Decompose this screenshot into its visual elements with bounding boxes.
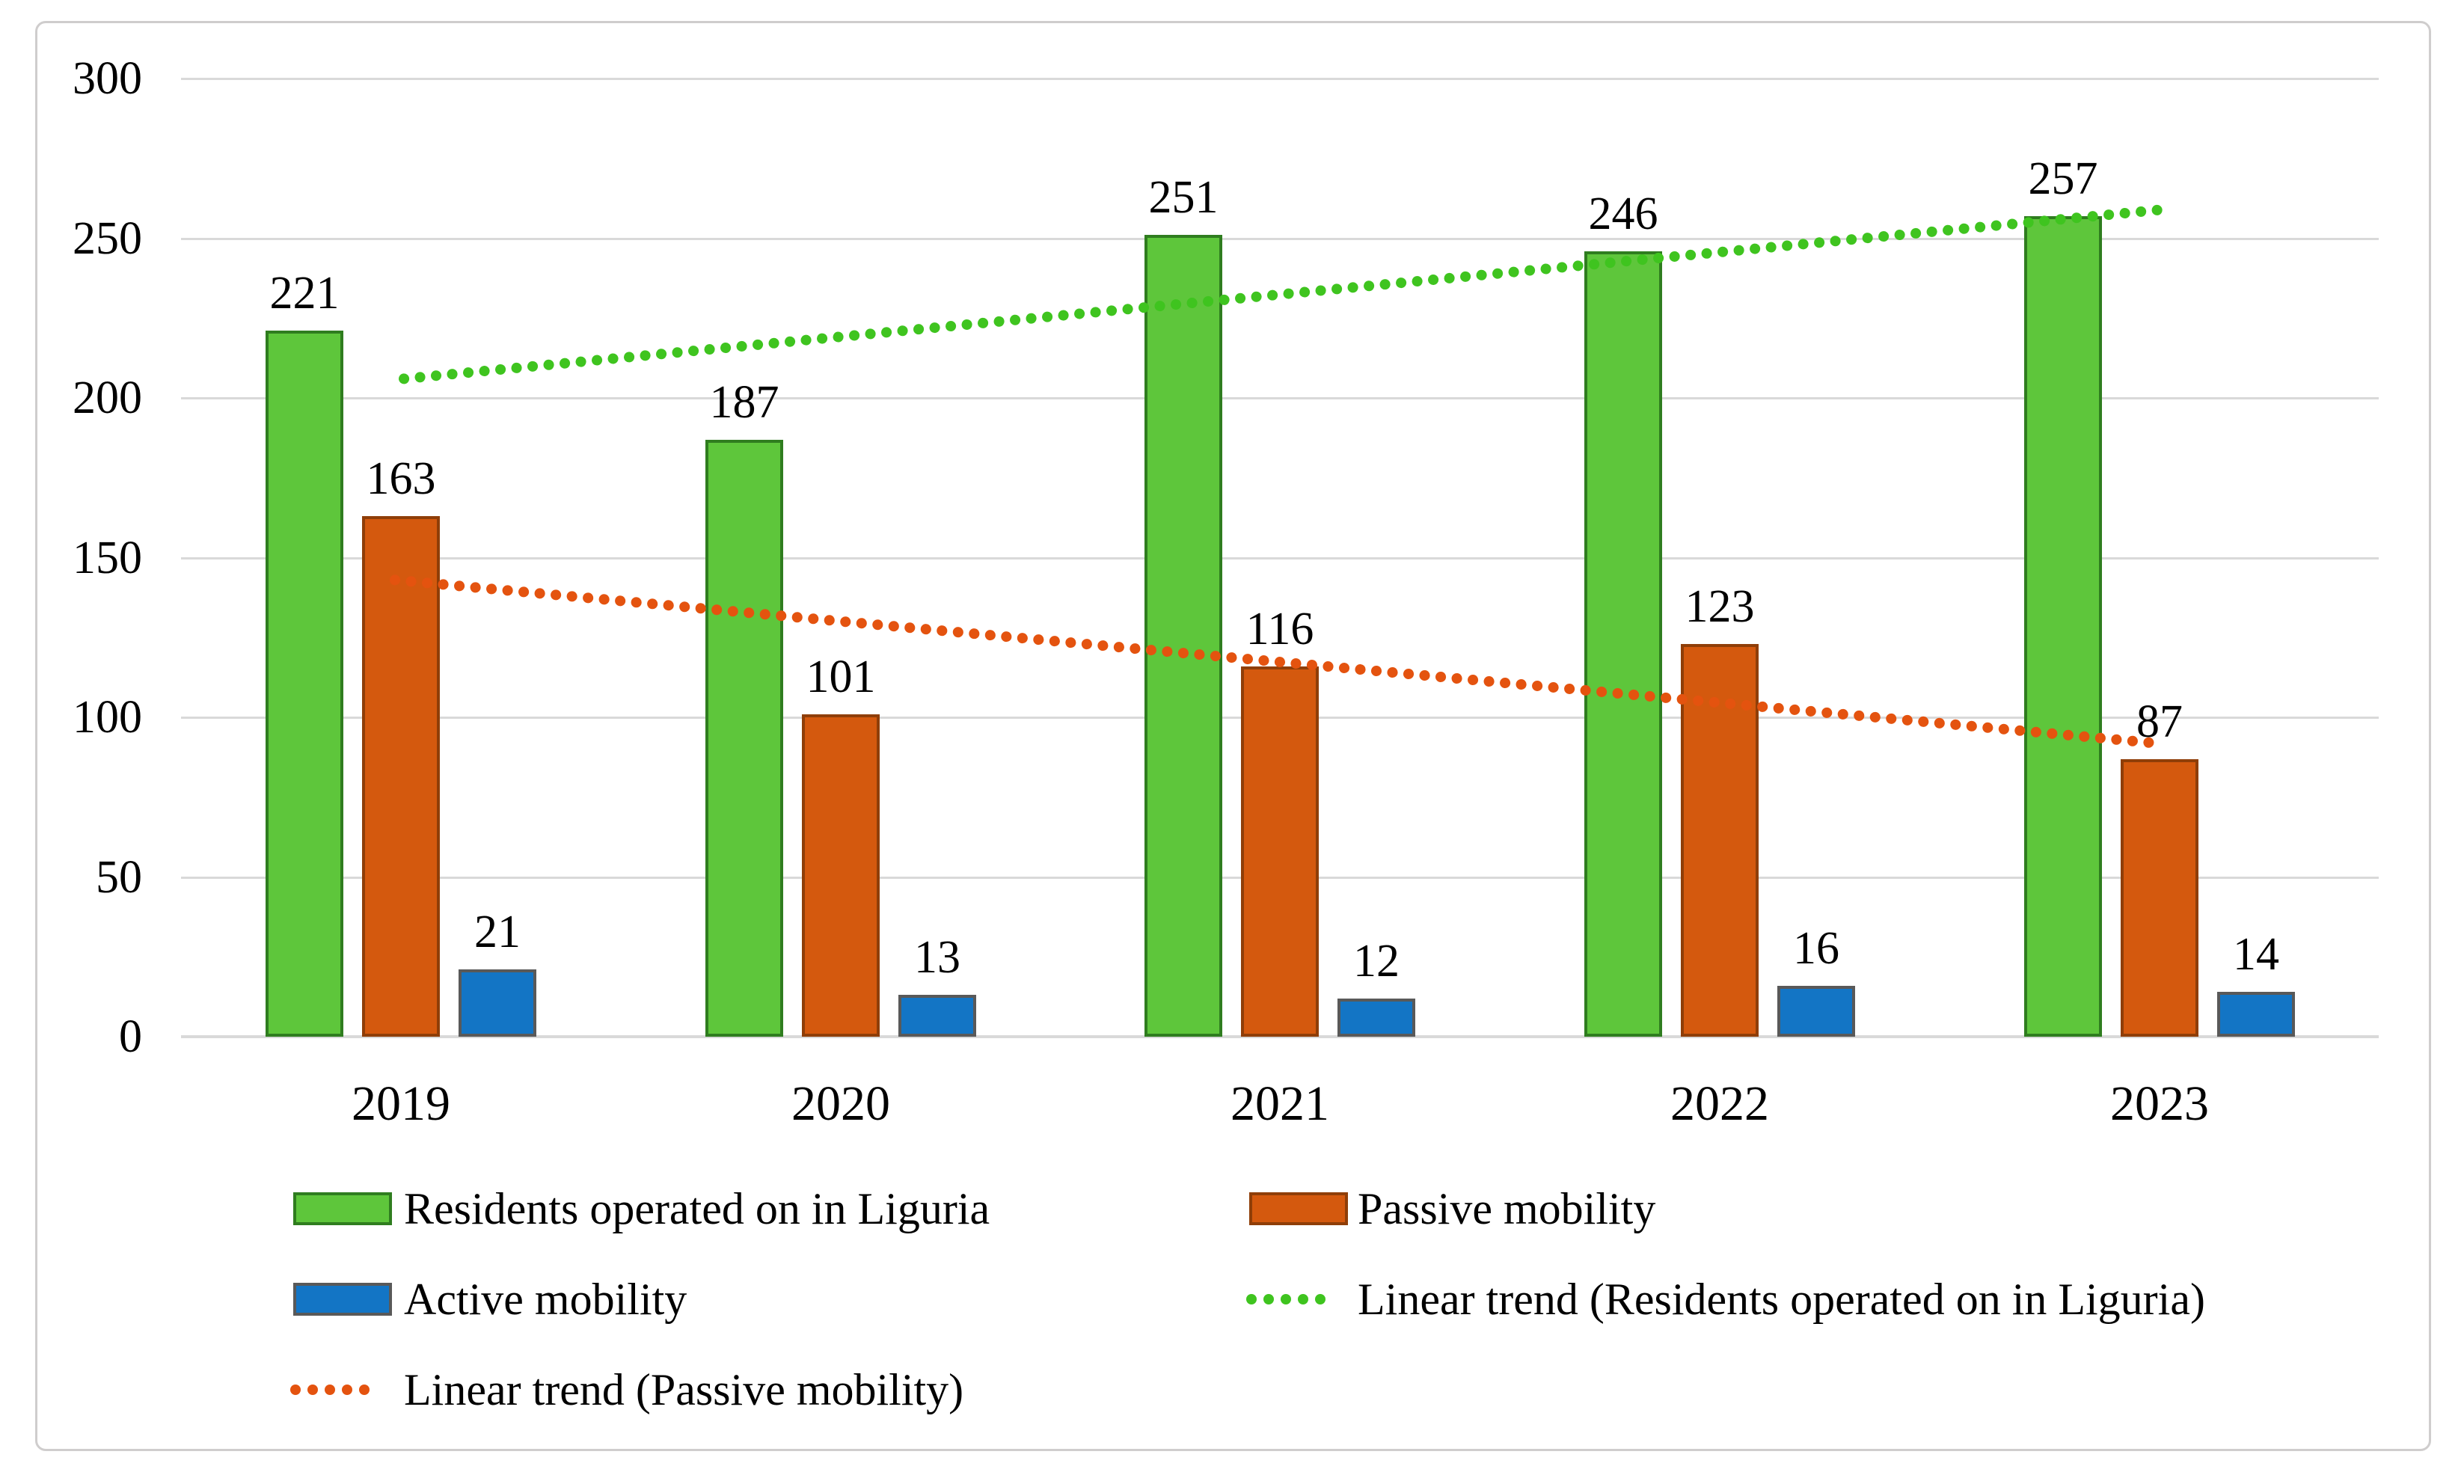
trend-line-residents bbox=[399, 204, 2169, 384]
bar-value-label: 246 bbox=[1588, 188, 1658, 239]
bar-value-label: 251 bbox=[1148, 172, 1219, 224]
legend-dot bbox=[1281, 1294, 1291, 1304]
bar-residents-2021 bbox=[1144, 235, 1222, 1037]
trend-line-passive bbox=[390, 574, 2157, 749]
bar-residents-2019 bbox=[266, 331, 343, 1037]
bar-passive-2023 bbox=[2121, 758, 2198, 1037]
legend-swatch-active bbox=[293, 1283, 392, 1316]
bar-value-label: 187 bbox=[709, 376, 779, 428]
y-axis-tick-label: 250 bbox=[73, 212, 142, 264]
bar-value-label: 116 bbox=[1245, 603, 1314, 654]
bar-value-label: 101 bbox=[806, 651, 876, 702]
bar-value-label: 16 bbox=[1793, 922, 1839, 974]
bar-active-2019 bbox=[459, 969, 536, 1037]
legend-dot bbox=[325, 1385, 335, 1395]
legend-label-active: Active mobility bbox=[404, 1275, 687, 1324]
gridline bbox=[181, 237, 2379, 240]
y-axis-tick-label: 100 bbox=[73, 692, 142, 743]
legend-swatch-passive bbox=[1249, 1192, 1348, 1225]
y-axis-tick-label: 0 bbox=[119, 1011, 142, 1062]
x-axis-label-2020: 2020 bbox=[791, 1076, 890, 1131]
legend-dot bbox=[342, 1385, 352, 1395]
gridline bbox=[181, 78, 2379, 80]
bar-value-label: 221 bbox=[269, 268, 340, 319]
bar-value-label: 13 bbox=[914, 932, 960, 984]
bar-value-label: 257 bbox=[2028, 153, 2098, 204]
bar-active-2020 bbox=[898, 995, 976, 1037]
x-axis-line bbox=[181, 1035, 2379, 1038]
legend-label-residents: Residents operated on in Liguria bbox=[404, 1184, 990, 1233]
legend-dot bbox=[1246, 1294, 1257, 1304]
x-axis-label-2022: 2022 bbox=[1670, 1076, 1769, 1131]
bar-active-2021 bbox=[1337, 998, 1415, 1037]
bar-value-label: 123 bbox=[1685, 580, 1755, 632]
legend-dots-trend-residents bbox=[1246, 1294, 1326, 1304]
legend-dot bbox=[359, 1385, 370, 1395]
legend-dot bbox=[307, 1385, 318, 1395]
legend-dots-trend-passive bbox=[290, 1385, 370, 1395]
y-axis-tick-label: 300 bbox=[73, 53, 142, 104]
x-axis-label-2021: 2021 bbox=[1231, 1076, 1329, 1131]
y-axis-tick-label: 50 bbox=[96, 851, 142, 903]
bar-residents-2022 bbox=[1584, 251, 1662, 1037]
y-axis-tick-label: 200 bbox=[73, 372, 142, 423]
bar-passive-2020 bbox=[802, 714, 880, 1037]
bar-passive-2022 bbox=[1681, 643, 1759, 1037]
bar-residents-2020 bbox=[705, 439, 783, 1037]
legend-label-trend-passive: Linear trend (Passive mobility) bbox=[404, 1365, 964, 1414]
x-axis-label-2019: 2019 bbox=[352, 1076, 450, 1131]
bar-value-label: 21 bbox=[474, 907, 521, 958]
y-axis-tick-label: 150 bbox=[73, 532, 142, 583]
bar-passive-2021 bbox=[1241, 666, 1319, 1037]
bar-value-label: 87 bbox=[2136, 696, 2183, 747]
gridline bbox=[181, 556, 2379, 559]
bar-value-label: 163 bbox=[366, 453, 436, 504]
bar-value-label: 14 bbox=[2233, 929, 2279, 981]
legend-dot bbox=[1315, 1294, 1326, 1304]
bar-active-2022 bbox=[1777, 985, 1855, 1037]
x-axis-label-2023: 2023 bbox=[2110, 1076, 2209, 1131]
bar-active-2023 bbox=[2217, 992, 2295, 1037]
legend-label-trend-residents: Linear trend (Residents operated on in L… bbox=[1358, 1275, 2205, 1324]
bar-value-label: 12 bbox=[1353, 935, 1400, 987]
legend-dot bbox=[1263, 1294, 1274, 1304]
gridline bbox=[181, 397, 2379, 399]
legend-dot bbox=[290, 1385, 301, 1395]
bar-passive-2019 bbox=[362, 515, 440, 1037]
legend-swatch-residents bbox=[293, 1192, 392, 1225]
legend-dot bbox=[1298, 1294, 1308, 1304]
legend-label-passive: Passive mobility bbox=[1358, 1184, 1656, 1233]
